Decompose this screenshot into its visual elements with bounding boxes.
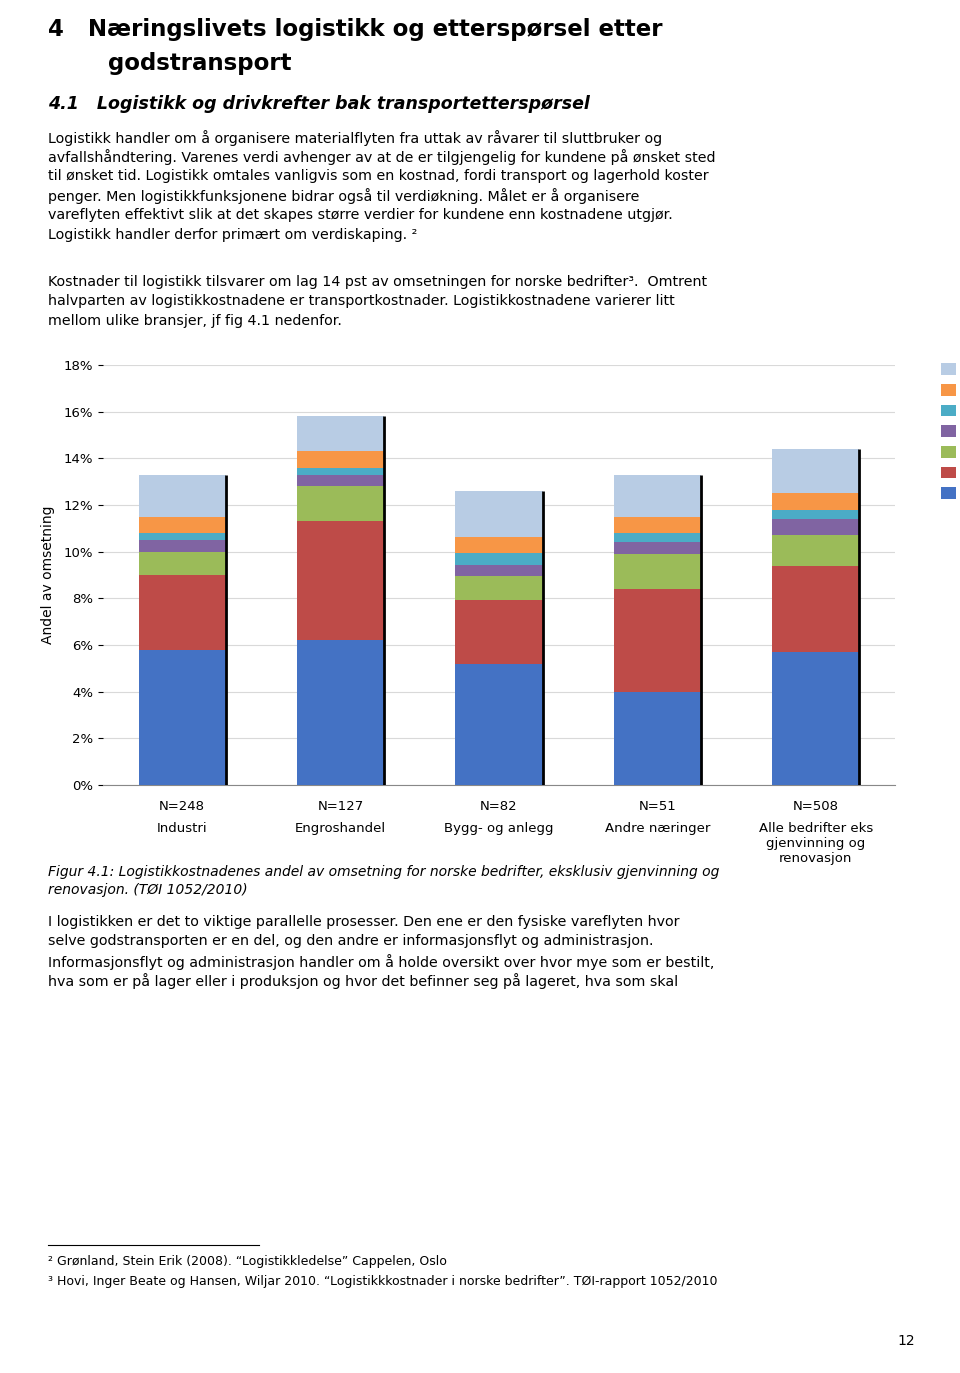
Bar <box>298 452 384 468</box>
Text: avfallshåndtering. Varenes verdi avhenger av at de er tilgjengelig for kundene p: avfallshåndtering. Varenes verdi avhenge… <box>48 150 715 166</box>
Bar <box>455 537 542 553</box>
Bar <box>772 449 859 493</box>
Text: ³ Hovi, Inger Beate og Hansen, Wiljar 2010. “Logistikkkostnader i norske bedrift: ³ Hovi, Inger Beate og Hansen, Wiljar 20… <box>48 1276 717 1288</box>
Text: halvparten av logistikkostnadene er transportkostnader. Logistikkostnadene varie: halvparten av logistikkostnadene er tran… <box>48 294 675 309</box>
Bar <box>613 516 701 533</box>
Text: N=51: N=51 <box>638 800 676 813</box>
Bar <box>455 492 542 537</box>
Text: Industri: Industri <box>156 822 207 835</box>
Text: I logistikken er det to viktige parallelle prosesser. Den ene er den fysiske var: I logistikken er det to viktige parallel… <box>48 914 680 930</box>
Text: N=248: N=248 <box>159 800 205 813</box>
Bar <box>455 663 542 785</box>
Y-axis label: Andel av omsetning: Andel av omsetning <box>41 505 56 644</box>
Bar <box>298 468 384 475</box>
Text: Andre næringer: Andre næringer <box>605 822 710 835</box>
Bar <box>298 486 384 522</box>
Bar <box>139 475 226 516</box>
Text: Kostnader til logistikk tilsvarer om lag 14 pst av omsetningen for norske bedrif: Kostnader til logistikk tilsvarer om lag… <box>48 275 708 288</box>
Bar <box>298 640 384 785</box>
Text: Engroshandel: Engroshandel <box>295 822 386 835</box>
Bar <box>772 519 859 535</box>
Text: Bygg- og anlegg: Bygg- og anlegg <box>444 822 554 835</box>
Bar <box>455 577 542 600</box>
Bar <box>772 493 859 509</box>
Text: godstransport: godstransport <box>68 52 292 76</box>
Text: ² Grønland, Stein Erik (2008). “Logistikkledelse” Cappelen, Oslo: ² Grønland, Stein Erik (2008). “Logistik… <box>48 1255 446 1269</box>
Text: N=508: N=508 <box>793 800 839 813</box>
Bar <box>455 553 542 564</box>
Bar <box>455 600 542 663</box>
Text: hva som er på lager eller i produksjon og hvor det befinner seg på lageret, hva : hva som er på lager eller i produksjon o… <box>48 973 678 990</box>
Text: vareflyten effektivt slik at det skapes større verdier for kundene enn kostnaden: vareflyten effektivt slik at det skapes … <box>48 207 673 222</box>
Text: Logistikk handler derfor primært om verdiskaping. ²: Logistikk handler derfor primært om verd… <box>48 228 418 242</box>
Text: til ønsket tid. Logistikk omtales vanligvis som en kostnad, fordi transport og l: til ønsket tid. Logistikk omtales vanlig… <box>48 169 708 183</box>
Bar <box>613 475 701 516</box>
Bar <box>139 540 226 552</box>
Bar <box>772 652 859 785</box>
Text: 4   Næringslivets logistikk og etterspørsel etter: 4 Næringslivets logistikk og etterspørse… <box>48 18 662 41</box>
Text: N=127: N=127 <box>318 800 364 813</box>
Bar <box>139 649 226 785</box>
Bar <box>298 522 384 640</box>
Bar <box>613 533 701 542</box>
Text: Figur 4.1: Logistikkostnadenes andel av omsetning for norske bedrifter, eksklusi: Figur 4.1: Logistikkostnadenes andel av … <box>48 865 719 879</box>
Bar <box>139 575 226 649</box>
Bar <box>772 566 859 652</box>
Text: selve godstransporten er en del, og den andre er informasjonsflyt og administras: selve godstransporten er en del, og den … <box>48 935 654 949</box>
Text: 12: 12 <box>898 1335 915 1348</box>
Text: Logistikk handler om å organisere materialflyten fra uttak av råvarer til sluttb: Logistikk handler om å organisere materi… <box>48 130 662 146</box>
Bar <box>772 535 859 566</box>
Text: Informasjonsflyt og administrasjon handler om å holde oversikt over hvor mye som: Informasjonsflyt og administrasjon handl… <box>48 954 714 969</box>
Bar <box>613 589 701 692</box>
Bar <box>455 564 542 577</box>
Bar <box>613 553 701 589</box>
Bar <box>772 509 859 519</box>
Text: penger. Men logistikkfunksjonene bidrar også til verdiøkning. Målet er å organis: penger. Men logistikkfunksjonene bidrar … <box>48 188 639 205</box>
Bar <box>613 542 701 553</box>
Text: 4.1   Logistikk og drivkrefter bak transportetterspørsel: 4.1 Logistikk og drivkrefter bak transpo… <box>48 95 589 113</box>
Bar <box>139 552 226 575</box>
Bar <box>298 475 384 486</box>
Text: N=82: N=82 <box>480 800 517 813</box>
Text: mellom ulike bransjer, jf fig 4.1 nedenfor.: mellom ulike bransjer, jf fig 4.1 nedenf… <box>48 314 342 328</box>
Bar <box>613 692 701 785</box>
Bar <box>298 416 384 452</box>
Bar <box>139 533 226 540</box>
Bar <box>139 516 226 533</box>
Legend: Administrasjon, Transportemballasje, Forsikring, Svinn, Kapitalkostnad, Lagerhol: Administrasjon, Transportemballasje, For… <box>941 364 960 501</box>
Text: Alle bedrifter eks
gjenvinning og
renovasjon: Alle bedrifter eks gjenvinning og renova… <box>758 822 873 865</box>
Text: renovasjon. (TØI 1052/2010): renovasjon. (TØI 1052/2010) <box>48 883 248 897</box>
